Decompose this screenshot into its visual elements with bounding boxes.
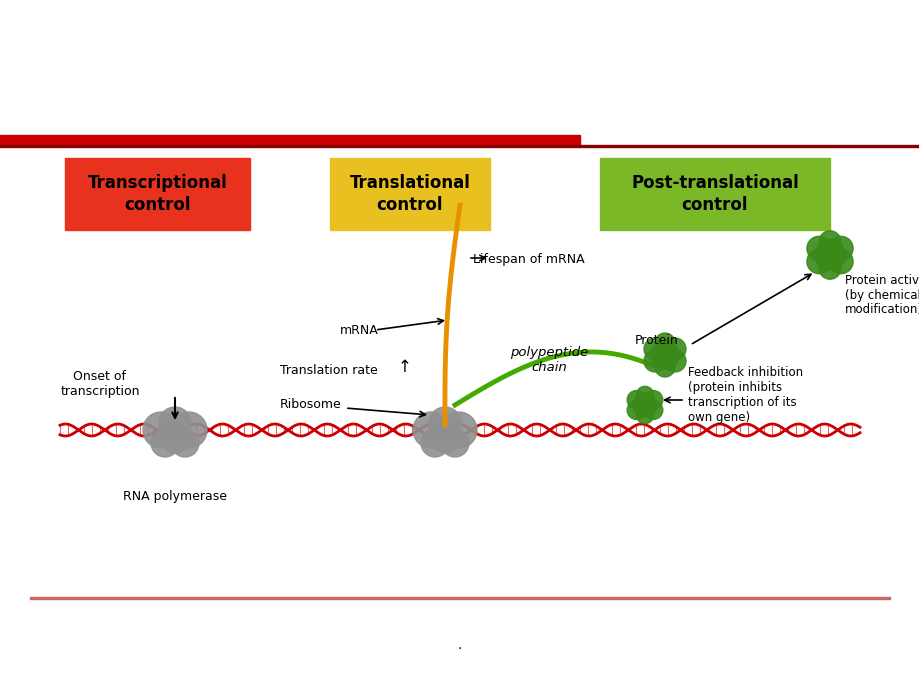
Circle shape <box>818 257 840 279</box>
Circle shape <box>664 350 686 372</box>
Circle shape <box>664 338 686 360</box>
Text: Onset of
transcription: Onset of transcription <box>60 370 140 398</box>
Circle shape <box>627 391 645 409</box>
Bar <box>65 158 250 230</box>
Circle shape <box>430 425 459 453</box>
Text: polypeptide
chain: polypeptide chain <box>509 346 587 374</box>
Text: RNA polymerase: RNA polymerase <box>123 490 227 503</box>
Circle shape <box>806 236 830 261</box>
Circle shape <box>818 230 840 253</box>
Circle shape <box>654 333 675 353</box>
Text: Translational
control: Translational control <box>349 174 470 214</box>
Bar <box>0 135 579 145</box>
Circle shape <box>142 412 179 448</box>
Text: Transcriptional
control: Transcriptional control <box>87 174 227 214</box>
Circle shape <box>643 350 665 372</box>
Bar <box>0 145 919 147</box>
Text: mRNA: mRNA <box>340 324 379 337</box>
Circle shape <box>806 250 830 274</box>
Circle shape <box>161 425 188 453</box>
Circle shape <box>171 429 199 457</box>
Circle shape <box>813 239 845 270</box>
Circle shape <box>651 341 678 369</box>
Text: Protein activation
(by chemical
modification): Protein activation (by chemical modifica… <box>844 273 919 317</box>
Circle shape <box>643 338 665 360</box>
Circle shape <box>828 236 852 261</box>
Circle shape <box>171 412 207 448</box>
Text: Feedback inhibition
(protein inhibits
transcription of its
own gene): Feedback inhibition (protein inhibits tr… <box>687 366 802 424</box>
Text: .: . <box>458 638 461 652</box>
Circle shape <box>159 407 191 439</box>
Text: Ribosome: Ribosome <box>279 399 341 411</box>
Text: Lifespan of mRNA: Lifespan of mRNA <box>472 253 584 266</box>
Text: Post-translational
control: Post-translational control <box>630 174 798 214</box>
Circle shape <box>440 412 476 448</box>
Circle shape <box>636 386 652 403</box>
Circle shape <box>632 393 656 417</box>
Circle shape <box>627 401 645 420</box>
Text: Translation rate: Translation rate <box>279 364 378 377</box>
Text: ↑: ↑ <box>398 358 412 376</box>
Bar <box>30 597 889 599</box>
Circle shape <box>421 429 448 457</box>
Bar <box>330 158 490 230</box>
Circle shape <box>828 250 852 274</box>
Circle shape <box>643 401 662 420</box>
Circle shape <box>440 429 469 457</box>
Bar <box>599 158 829 230</box>
Circle shape <box>636 406 652 424</box>
Circle shape <box>654 357 675 377</box>
Circle shape <box>428 407 460 439</box>
Text: Protein: Protein <box>634 333 678 346</box>
Circle shape <box>151 429 179 457</box>
Circle shape <box>413 412 448 448</box>
Circle shape <box>643 391 662 409</box>
